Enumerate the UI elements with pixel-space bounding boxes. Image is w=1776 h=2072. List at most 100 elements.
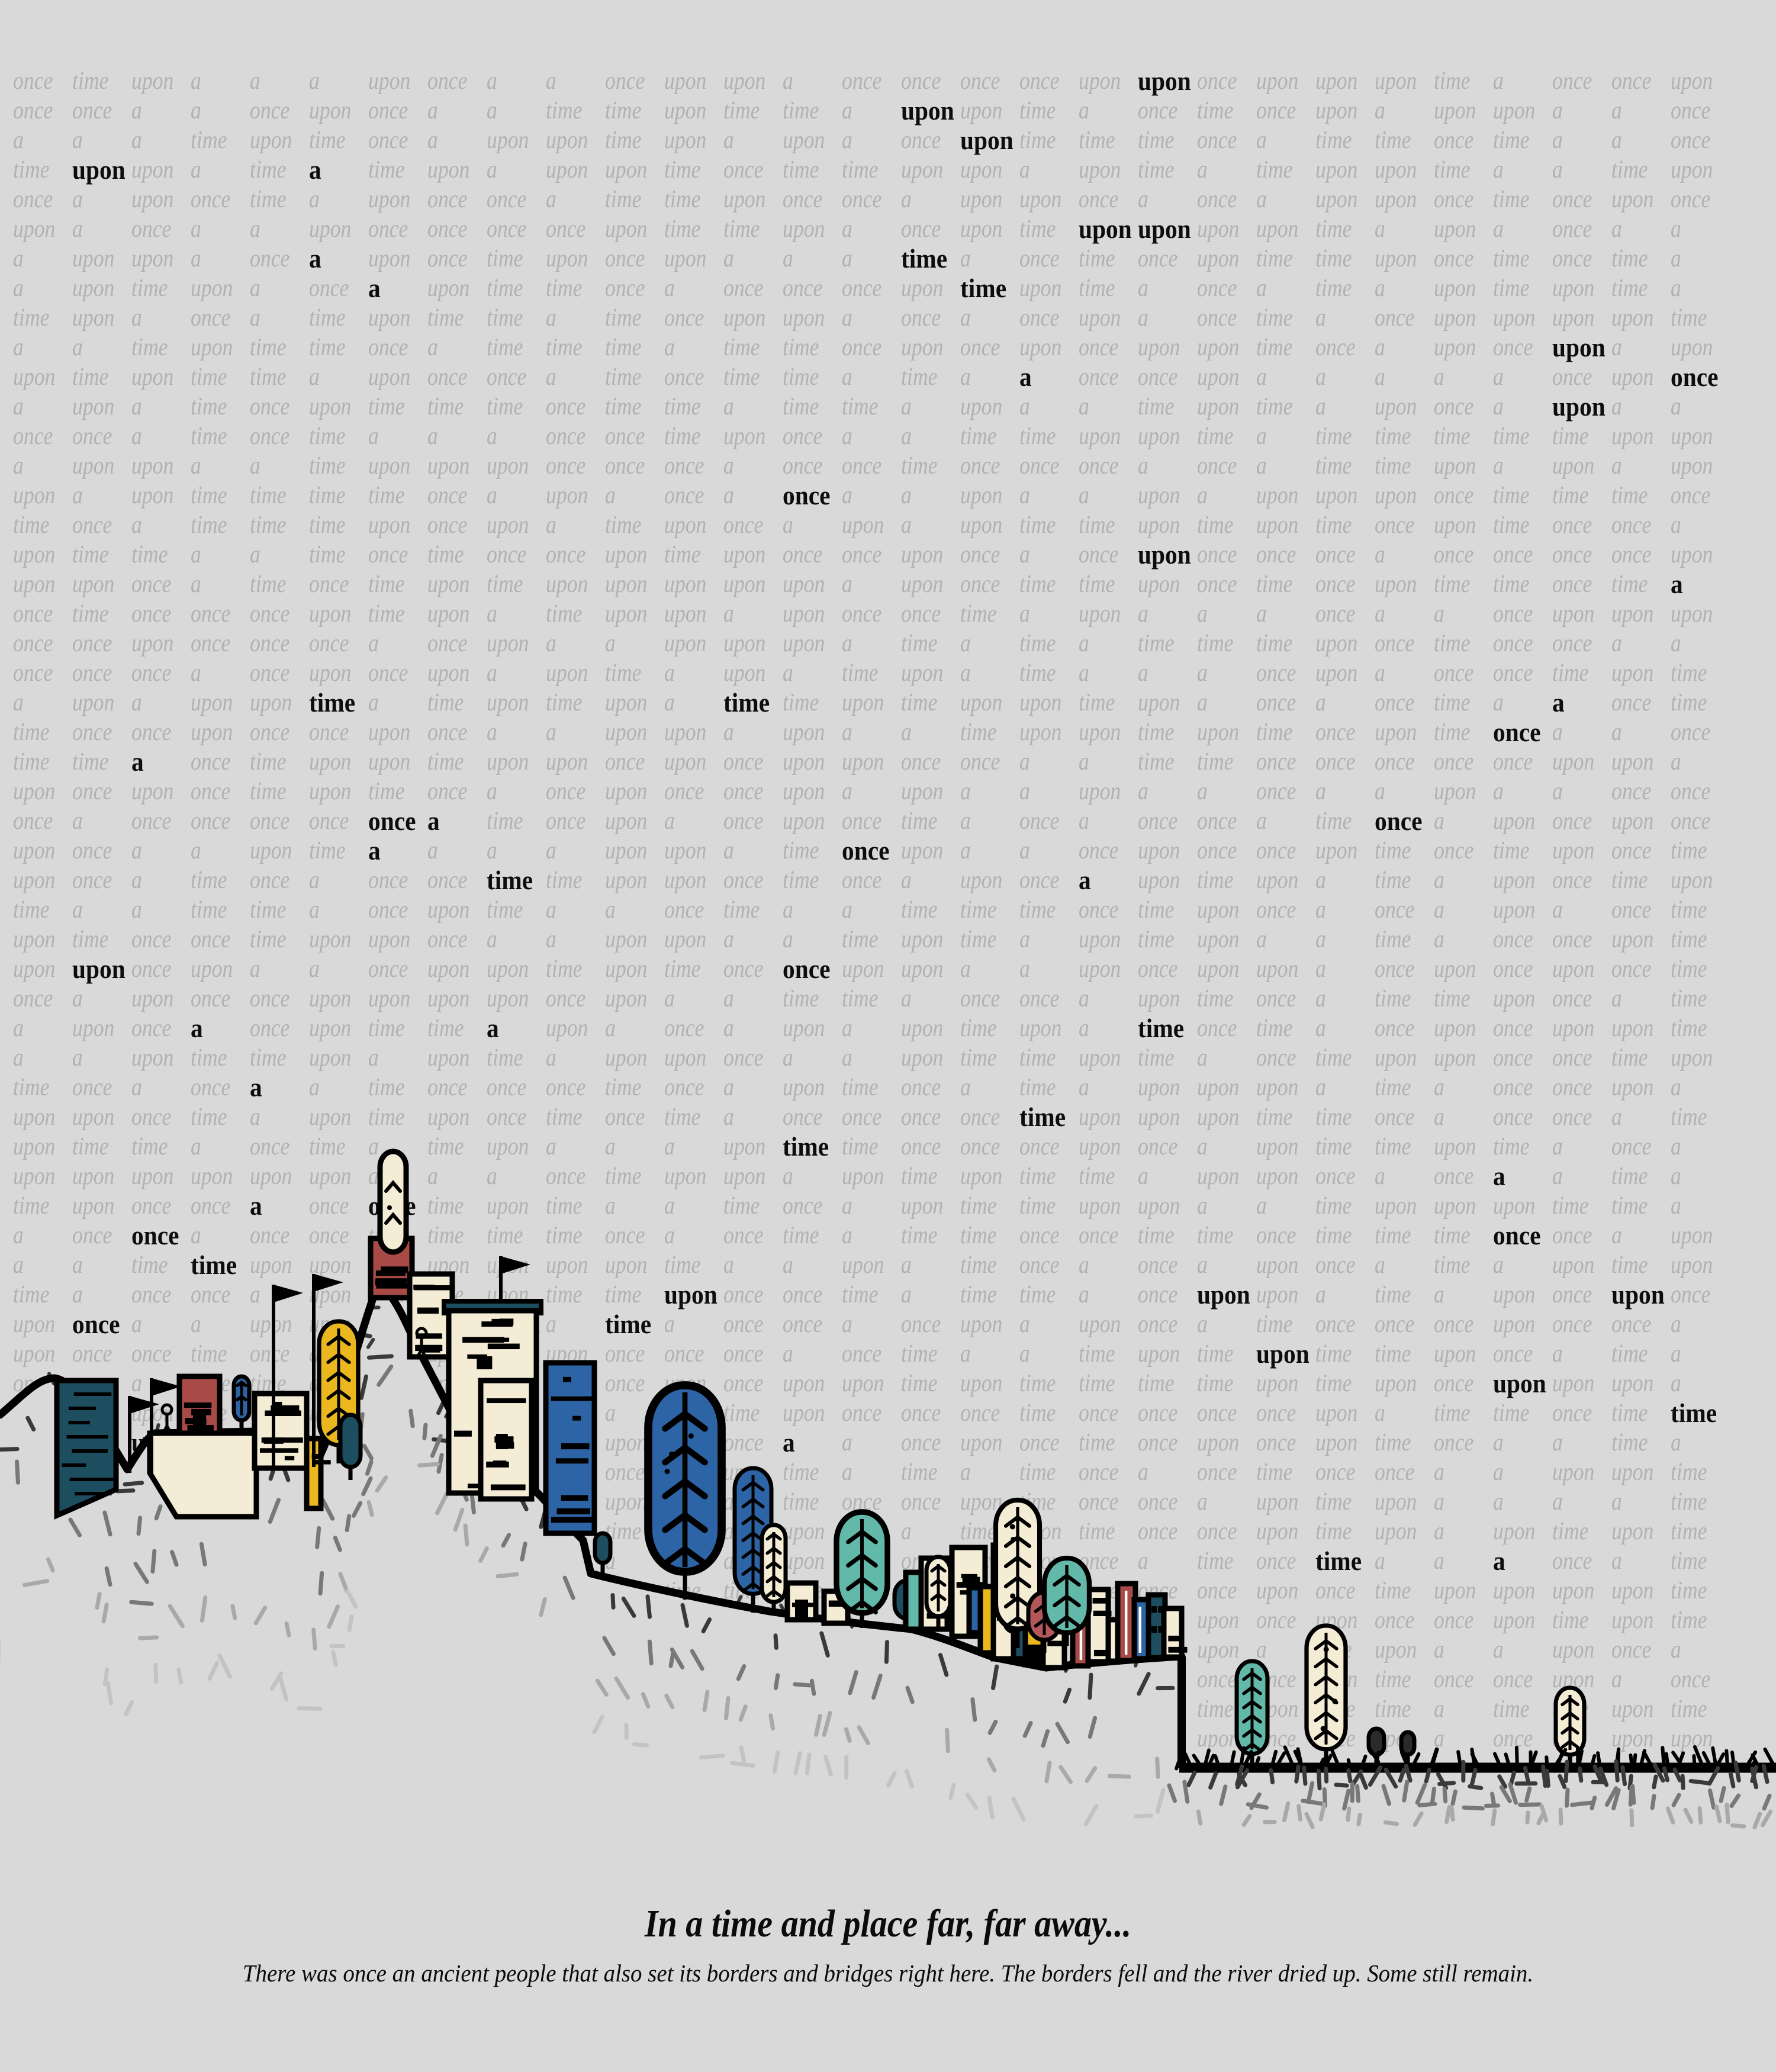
grid-word: a (191, 67, 201, 95)
grid-word: time (191, 363, 227, 391)
grid-word: once (427, 245, 468, 272)
grid-word: time (1256, 304, 1293, 332)
grid-word: upon (1256, 215, 1299, 243)
grid-word: time (1611, 156, 1648, 184)
grid-word: time (131, 334, 168, 361)
grid-word: upon (72, 245, 115, 272)
grid-word: time (1493, 186, 1530, 213)
grid-word: upon (72, 275, 115, 302)
grid-word: once (1611, 67, 1652, 95)
grid-word: a (723, 127, 734, 154)
grid-word: time (605, 363, 642, 391)
grid-word: a (1315, 304, 1326, 332)
grid-word: a (368, 273, 381, 303)
grid-word: once (1671, 186, 1711, 213)
grid-word: upon (1079, 304, 1121, 332)
grid-word: upon (1552, 304, 1595, 332)
grid-word: upon (1138, 334, 1180, 361)
grid-word: upon (368, 363, 411, 391)
grid-word: once (901, 304, 941, 332)
grid-word: a (842, 215, 852, 243)
grid-word: a (546, 186, 556, 213)
grid-word: upon (309, 97, 352, 124)
grid-word: a (1493, 156, 1504, 184)
grid-word: a (13, 275, 24, 302)
grid-word: time (783, 334, 819, 361)
grid-word: a (487, 156, 497, 184)
grid-word: upon (1375, 186, 1417, 213)
grid-word: time (1315, 245, 1352, 272)
grid-word: time (1434, 156, 1471, 184)
grid-word: once (842, 334, 882, 361)
grid-word: upon (1079, 156, 1121, 184)
grid-word: upon (960, 186, 1003, 213)
grid-word: a (1611, 97, 1622, 124)
grid-word: time (368, 156, 405, 184)
grid-word: upon (13, 215, 56, 243)
grid-word: upon (783, 215, 825, 243)
grid-word: a (546, 304, 556, 332)
grid-word: once (1019, 304, 1060, 332)
building (176, 1373, 223, 1436)
grid-word: a (1493, 67, 1504, 95)
grid-word: time (723, 215, 760, 243)
grid-word: upon (1611, 186, 1654, 213)
grid-word: time (1256, 334, 1293, 361)
grid-word: time (1019, 215, 1056, 243)
grid-word: upon (723, 67, 766, 95)
grid-word: time (72, 67, 109, 95)
grid-word: upon (487, 127, 529, 154)
grid-word: time (309, 127, 346, 154)
grid-word: time (1611, 275, 1648, 302)
grid-word: time (1079, 275, 1115, 302)
grid-word: once (427, 363, 468, 391)
grid-word: time (250, 186, 287, 213)
grid-word: once (783, 186, 823, 213)
grid-word: once (723, 275, 764, 302)
grid-word: a (250, 215, 260, 243)
grid-word: time (605, 186, 642, 213)
tree-icon (593, 1531, 613, 1576)
grid-word: once (1671, 127, 1711, 154)
grid-word: time (723, 334, 760, 361)
grid-word: time (191, 127, 227, 154)
building (252, 1391, 310, 1471)
grid-word: a (191, 215, 201, 243)
grid-word: time (842, 156, 879, 184)
grid-word: upon (1434, 215, 1476, 243)
grid-word: a (723, 245, 734, 272)
grid-word: upon (1019, 334, 1062, 361)
grid-word: a (1197, 156, 1208, 184)
grid-word: a (1671, 215, 1681, 243)
grid-word: a (1671, 275, 1681, 302)
left-village (54, 1274, 363, 1520)
grid-word: a (1611, 127, 1622, 154)
grid-word: once (368, 215, 408, 243)
grid-word: once (1671, 97, 1711, 124)
grid-word: upon (191, 334, 233, 361)
tree-icon (231, 1374, 252, 1433)
grid-word: a (1552, 127, 1563, 154)
grid-word: a (72, 215, 83, 243)
grid-word: once (1434, 127, 1474, 154)
grid-word: upon (1434, 304, 1476, 332)
grid-word: upon (131, 156, 174, 184)
grid-word: time (309, 334, 346, 361)
grid-word: upon (1375, 245, 1417, 272)
grid-word: a (250, 304, 260, 332)
grid-word: a (842, 127, 852, 154)
grid-word: a (664, 334, 675, 361)
grid-word: once (842, 67, 882, 95)
grid-word: time (605, 304, 642, 332)
grid-word: time (605, 334, 642, 361)
grid-word: a (13, 245, 24, 272)
grid-word: a (1079, 97, 1089, 124)
grid-word: once (605, 245, 645, 272)
grid-word: time (1434, 67, 1471, 95)
grid-word: upon (250, 127, 292, 154)
grid-word: upon (783, 127, 825, 154)
grid-word: time (1079, 245, 1115, 272)
grid-word: upon (368, 67, 411, 95)
grid-word: once (1019, 245, 1060, 272)
